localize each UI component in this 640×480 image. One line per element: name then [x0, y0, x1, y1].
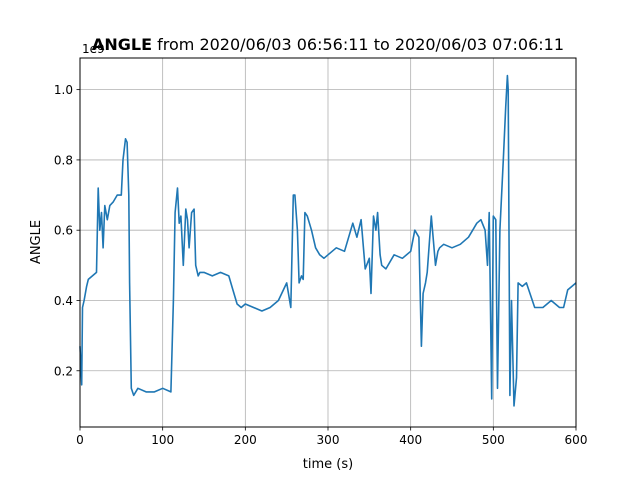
series-line	[79, 74, 577, 407]
x-tick-label: 400	[399, 433, 422, 447]
y-offset-label: 1e9	[82, 42, 105, 56]
x-tick-label: 500	[482, 433, 505, 447]
y-tick-label: 0.6	[54, 224, 73, 238]
y-tick-label: 1.0	[54, 83, 73, 97]
y-tick-label: 0.4	[54, 294, 73, 308]
x-tick-label: 300	[317, 433, 340, 447]
x-axis-ticks: 0 100 200 300 400 500 600	[76, 427, 587, 447]
x-axis-label: time (s)	[303, 457, 353, 472]
x-tick-label: 600	[565, 433, 588, 447]
chart-title: ANGLE from 2020/06/03 06:56:11 to 2020/0…	[92, 35, 564, 54]
chart-title-bold: ANGLE	[92, 35, 152, 54]
y-tick-label: 0.8	[54, 153, 73, 167]
y-axis-label: ANGLE	[29, 220, 44, 264]
x-tick-label: 200	[234, 433, 257, 447]
x-tick-label: 100	[151, 433, 174, 447]
y-tick-label: 0.2	[54, 364, 73, 378]
series-lines	[79, 74, 577, 407]
chart-title-rest: from 2020/06/03 06:56:11 to 2020/06/03 0…	[152, 35, 564, 54]
x-tick-label: 0	[76, 433, 84, 447]
y-axis-ticks: 0.2 0.4 0.6 0.8 1.0	[54, 83, 80, 378]
